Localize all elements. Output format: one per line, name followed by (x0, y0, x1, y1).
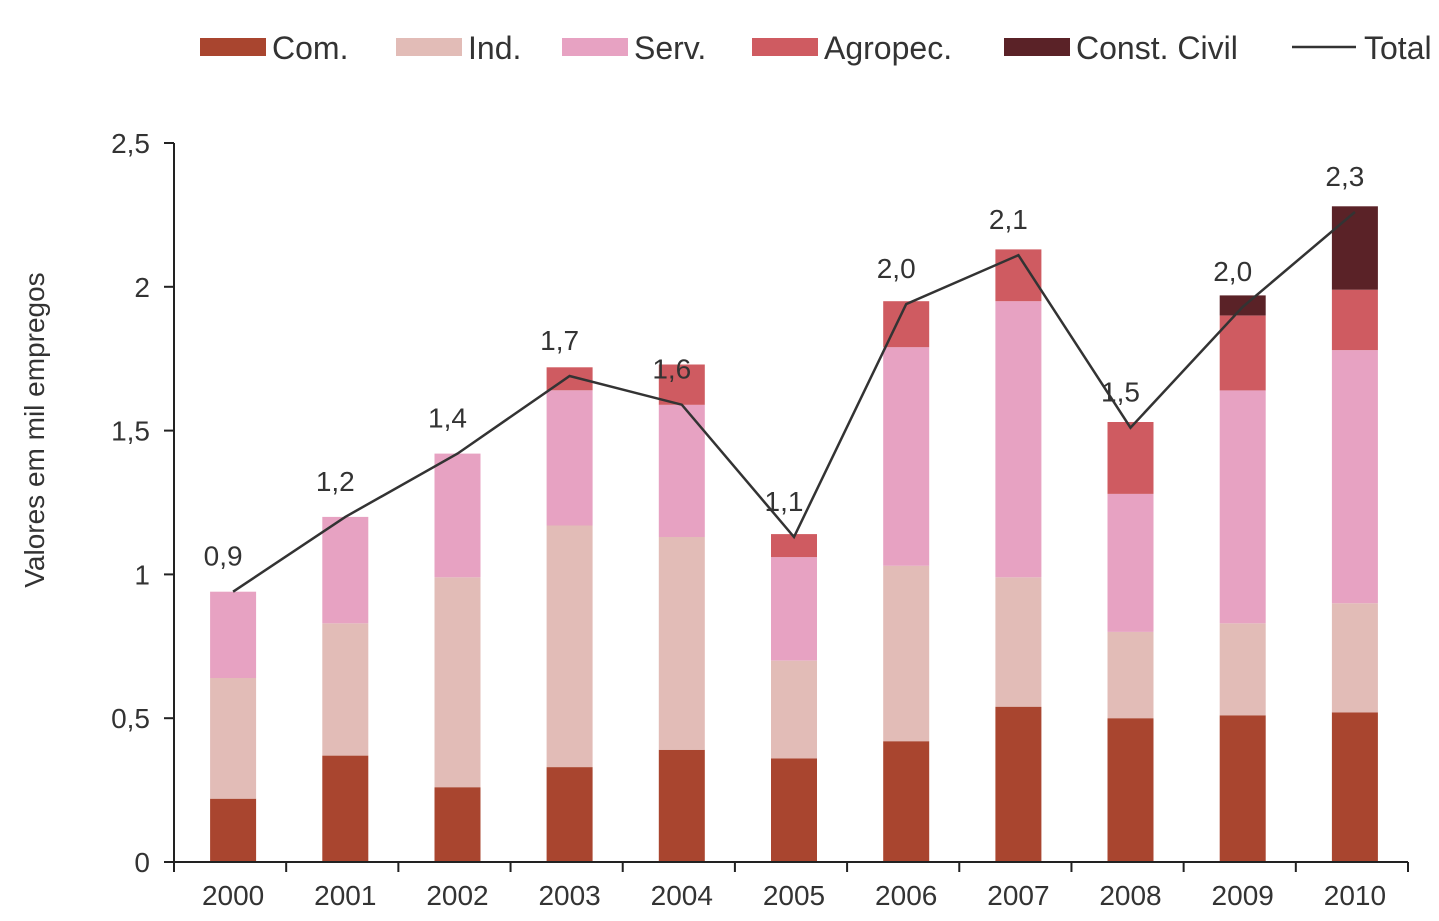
data-label-2001: 1,2 (316, 466, 355, 497)
data-label-2009: 2,0 (1213, 256, 1252, 287)
x-tick-label: 2009 (1212, 880, 1274, 911)
y-tick-label: 1,5 (111, 416, 150, 447)
legend-swatch (752, 38, 818, 56)
bar-segment-2003-1 (546, 525, 593, 768)
bar-segment-2001-2 (322, 516, 369, 624)
legend-swatch (562, 38, 628, 56)
bar-segment-2010-3 (1331, 289, 1378, 351)
legend-label: Serv. (634, 30, 706, 66)
axes: 0 0,5 1 1,5 2 2,5 2000 2001 2002 2003 2004 2005 2006… (111, 128, 1409, 911)
bar-segment-2005-1 (771, 660, 817, 759)
y-tick-label: 1 (134, 559, 150, 590)
x-tick-label: 2006 (875, 880, 937, 911)
x-tick-label: 2010 (1324, 880, 1386, 911)
data-label-2003: 1,7 (540, 325, 579, 356)
bar-segment-2003-2 (546, 390, 593, 526)
bar-segment-2005-3 (771, 534, 817, 558)
bar-segment-2004-3 (658, 364, 705, 405)
total-line (232, 211, 1356, 593)
y-tick-label: 0,5 (111, 703, 150, 734)
bars (210, 206, 1378, 862)
legend-item-3: Serv. (562, 30, 706, 66)
legend-item-1: Com. (200, 30, 348, 66)
legend-label: Ind. (468, 30, 521, 66)
data-label-2002: 1,4 (428, 403, 467, 434)
legend-item-4: Agropec. (752, 30, 952, 66)
x-tick-label: 2007 (987, 880, 1049, 911)
bar-segment-2006-1 (883, 565, 930, 742)
bar-segment-2003-0 (546, 767, 593, 862)
x-tick-label: 2004 (651, 880, 713, 911)
bar-segment-2007-3 (995, 249, 1042, 302)
bar-segment-2001-1 (322, 623, 369, 756)
data-label-2010: 2,3 (1325, 161, 1364, 192)
data-label-2004: 1,6 (652, 354, 691, 385)
bar-segment-2009-2 (1219, 390, 1266, 624)
data-labels: 0,9 1,2 1,4 1,7 1,6 1,1 2,0 2,1 1,5 2,0 2,3 (204, 161, 1365, 572)
bar-segment-2004-2 (658, 404, 705, 537)
legend-label: Com. (272, 30, 348, 66)
legend-swatch (396, 38, 462, 56)
bar-segment-2010-0 (1331, 712, 1378, 862)
y-tick-label: 0 (134, 847, 150, 878)
bar-segment-2008-2 (1107, 493, 1154, 632)
legend: Com. Ind. Serv. Agropec. Const. Civil Total (200, 30, 1432, 66)
bar-segment-2004-0 (658, 749, 705, 862)
legend-label: Agropec. (824, 30, 952, 66)
legend-swatch (200, 38, 266, 56)
bar-segment-2009-1 (1219, 623, 1266, 716)
bar-segment-2004-1 (658, 537, 705, 750)
x-tick-label: 2008 (1099, 880, 1161, 911)
bar-segment-2005-0 (771, 758, 817, 862)
legend-label: Total (1364, 30, 1432, 66)
bar-segment-2005-2 (771, 557, 817, 661)
bar-segment-2009-0 (1219, 715, 1266, 862)
bar-segment-2008-0 (1107, 718, 1154, 862)
bar-segment-2010-4 (1331, 206, 1378, 290)
legend-item-6: Total (1292, 30, 1432, 66)
bar-segment-2006-2 (883, 347, 930, 566)
bar-segment-2002-0 (434, 787, 481, 862)
x-tick-label: 2000 (202, 880, 264, 911)
bar-segment-2008-1 (1107, 631, 1154, 719)
data-label-2006: 2,0 (877, 253, 916, 284)
bar-segment-2007-1 (995, 577, 1042, 707)
bar-segment-2000-0 (210, 798, 257, 862)
bar-segment-2007-0 (995, 706, 1042, 862)
bar-segment-2002-1 (434, 577, 481, 788)
bar-segment-2010-1 (1331, 603, 1378, 713)
y-tick-label: 2 (134, 272, 150, 303)
x-tick-label: 2003 (538, 880, 600, 911)
x-tick-label: 2001 (314, 880, 376, 911)
bar-segment-2009-3 (1219, 315, 1266, 391)
data-label-2005: 1,1 (765, 486, 804, 517)
bar-segment-2006-0 (883, 741, 930, 862)
bar-segment-2008-3 (1107, 422, 1154, 494)
legend-swatch (1004, 38, 1070, 56)
bar-segment-2000-1 (210, 677, 257, 799)
bar-segment-2007-2 (995, 301, 1042, 578)
bar-segment-2000-2 (210, 591, 257, 678)
bar-segment-2002-2 (434, 453, 481, 578)
bar-segment-2001-0 (322, 755, 369, 862)
x-tick-label: 2002 (426, 880, 488, 911)
bar-segment-2006-3 (883, 301, 930, 348)
data-label-2008: 1,5 (1101, 377, 1140, 408)
legend-item-5: Const. Civil (1004, 30, 1238, 66)
legend-label: Const. Civil (1076, 30, 1238, 66)
y-axis-title: Valores em mil empregos (19, 272, 50, 587)
bar-segment-2010-2 (1331, 350, 1378, 604)
y-tick-label: 2,5 (111, 128, 150, 159)
legend-item-2: Ind. (396, 30, 521, 66)
x-tick-label: 2005 (763, 880, 825, 911)
data-label-2000: 0,9 (204, 541, 243, 572)
data-label-2007: 2,1 (989, 204, 1028, 235)
total-line-group (232, 211, 1356, 593)
